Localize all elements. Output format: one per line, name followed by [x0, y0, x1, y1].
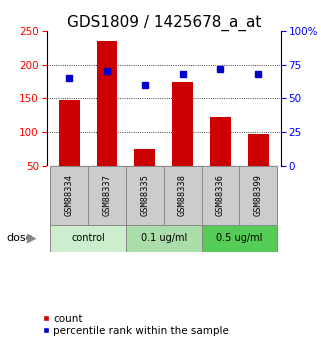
Bar [126, 225, 202, 252]
Text: GSM88338: GSM88338 [178, 174, 187, 216]
Bar [134, 149, 155, 166]
Legend: count, percentile rank within the sample: count, percentile rank within the sample [37, 309, 233, 340]
Title: GDS1809 / 1425678_a_at: GDS1809 / 1425678_a_at [66, 15, 261, 31]
Bar [59, 100, 80, 166]
Bar [50, 166, 88, 225]
Bar [172, 81, 193, 166]
Text: GSM88336: GSM88336 [216, 174, 225, 216]
Text: GSM88335: GSM88335 [140, 174, 149, 216]
Text: 0.1 ug/ml: 0.1 ug/ml [141, 233, 187, 243]
Text: GSM88334: GSM88334 [65, 174, 74, 216]
Text: 0.5 ug/ml: 0.5 ug/ml [216, 233, 263, 243]
Bar [88, 166, 126, 225]
Text: dose: dose [6, 233, 33, 243]
Text: GSM88337: GSM88337 [102, 174, 111, 216]
Bar [97, 41, 117, 166]
Bar [248, 134, 269, 166]
Text: ▶: ▶ [27, 232, 37, 245]
Bar [202, 225, 277, 252]
Bar [50, 225, 126, 252]
Bar [202, 166, 239, 225]
Text: control: control [71, 233, 105, 243]
Bar [239, 166, 277, 225]
Text: GSM88399: GSM88399 [254, 174, 263, 216]
Bar [164, 166, 202, 225]
Bar [126, 166, 164, 225]
Bar [210, 117, 231, 166]
